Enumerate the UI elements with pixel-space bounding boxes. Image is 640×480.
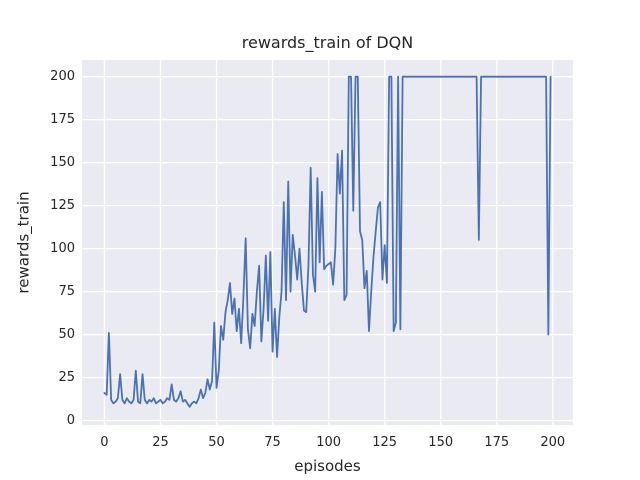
x-tick-label: 175 <box>484 435 510 450</box>
x-tick-label: 100 <box>316 435 342 450</box>
x-tick-label: 150 <box>428 435 454 450</box>
y-axis-label: rewards_train <box>14 191 33 294</box>
x-tick-label: 125 <box>372 435 398 450</box>
x-tick-label: 50 <box>208 435 225 450</box>
x-axis-label: episodes <box>294 457 361 475</box>
y-tick-label: 25 <box>58 370 75 386</box>
y-tick-label: 200 <box>50 69 75 85</box>
x-tick-label: 75 <box>264 435 281 450</box>
x-tick-label: 0 <box>100 435 109 450</box>
y-tick-label: 175 <box>50 112 75 128</box>
chart-title: rewards_train of DQN <box>241 33 414 52</box>
y-tick-label: 50 <box>58 327 75 343</box>
rewards-train-series <box>103 75 552 408</box>
y-tick-label: 150 <box>50 155 75 171</box>
y-tick-label: 125 <box>50 198 75 214</box>
y-tick-label: 0 <box>66 413 75 429</box>
x-tick-label: 25 <box>152 435 169 450</box>
y-tick-label: 75 <box>58 284 75 300</box>
x-tick-label: 200 <box>540 435 566 450</box>
plot-area <box>82 60 573 425</box>
reward-line-plot <box>82 60 573 425</box>
y-tick-label: 100 <box>50 241 75 257</box>
